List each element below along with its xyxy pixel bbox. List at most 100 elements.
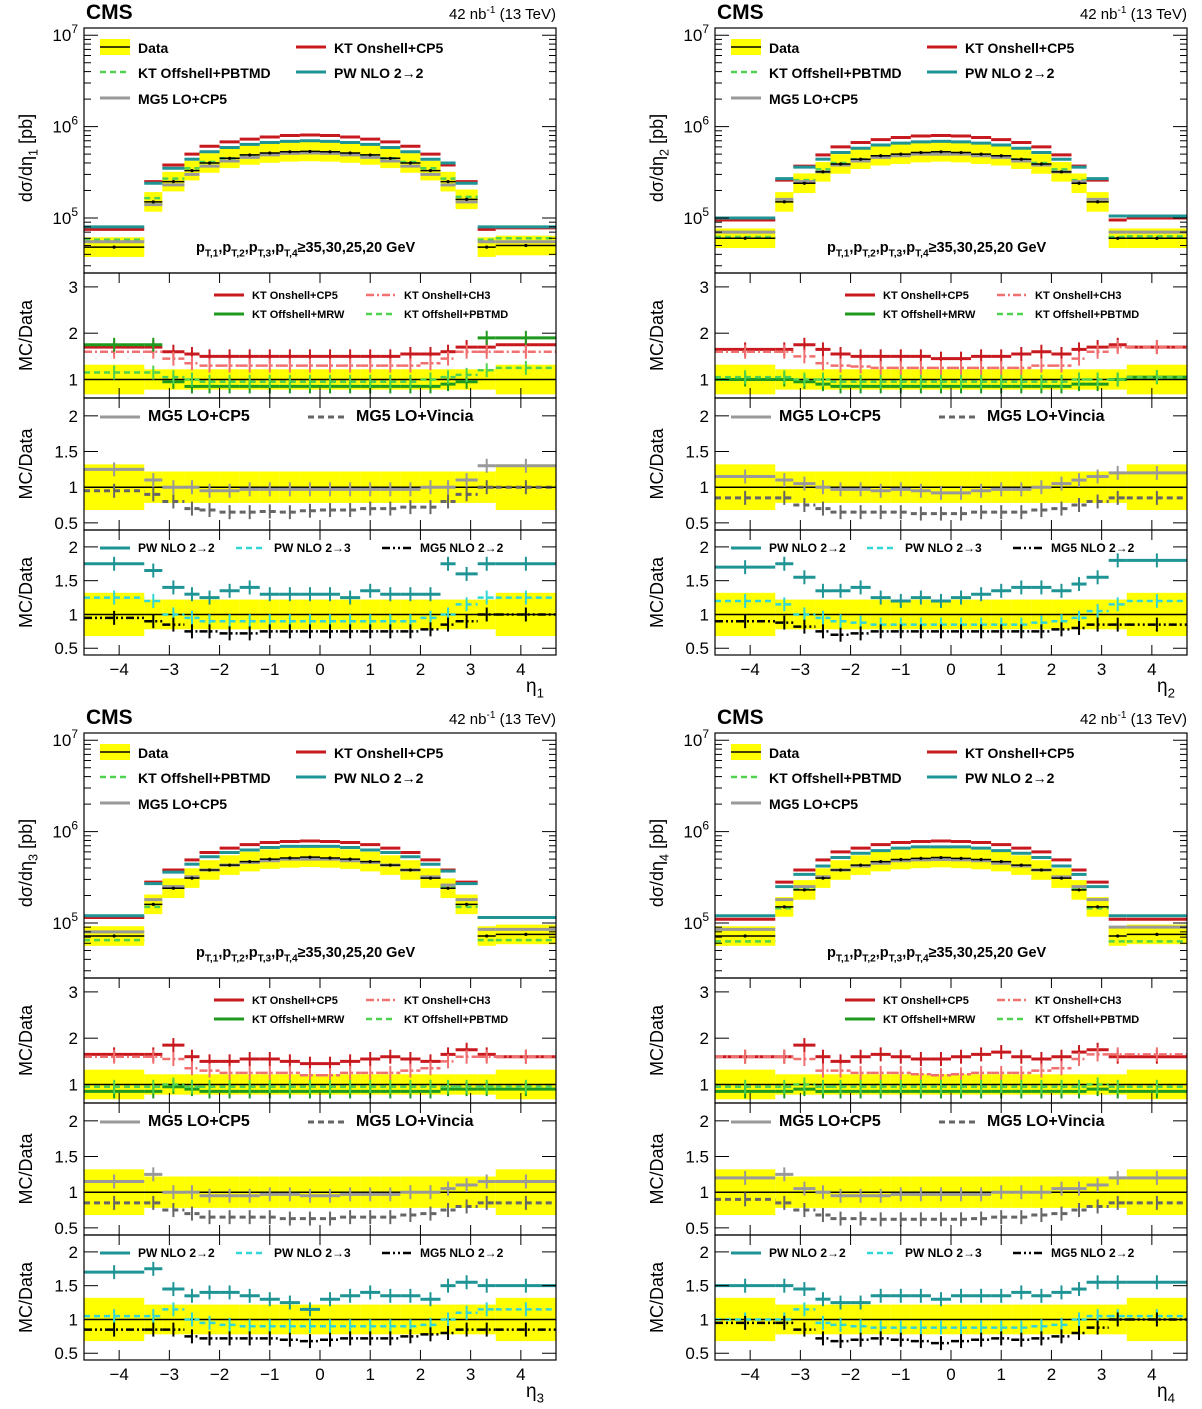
- y-tick-label: 0.5: [685, 514, 709, 533]
- legend-label: KT Offshell+PBTMD: [404, 309, 508, 321]
- legend-label: MG5 LO+CP5: [769, 91, 858, 107]
- data-point: [328, 856, 332, 860]
- y-tick-label: 2: [700, 538, 709, 557]
- x-tick-label: 3: [1097, 660, 1106, 679]
- x-tick-label: −3: [160, 660, 179, 679]
- data-point: [802, 888, 806, 892]
- y-axis-label: dσ/dη4​ [pb]: [647, 819, 671, 907]
- legend-item-kt-onshell-cp5: KT Onshell+CP5: [927, 40, 1075, 56]
- ratio-legend-item: MG5 NLO 2→2: [382, 541, 504, 555]
- data-point: [428, 169, 433, 173]
- y-tick-label: 1: [69, 478, 78, 497]
- legend-item-mg5-lo-cp5: MG5 LO+CP5: [731, 796, 858, 812]
- legend-label: KT Offshell+MRW: [252, 309, 345, 321]
- data-point: [959, 150, 963, 155]
- legend-label: MG5 LO+CP5: [779, 1113, 881, 1130]
- y-tick-label: 105: [683, 205, 709, 228]
- ratio-legend-item: MG5 NLO 2→2: [1013, 541, 1135, 555]
- legend-item-data: Data: [731, 744, 800, 761]
- ratio-series-mg5-lo-cp5: [715, 1167, 1187, 1203]
- series-data: [715, 855, 1187, 938]
- y-tick-label: 1: [700, 605, 709, 624]
- lumi-exponent: -1: [1118, 710, 1127, 721]
- y-tick-label: 1.5: [54, 443, 78, 462]
- x-tick-label: 3: [466, 1365, 475, 1384]
- data-point: [782, 200, 786, 204]
- legend-item-data: Data: [731, 39, 800, 56]
- ratio-y-label: MC/Data: [647, 428, 667, 500]
- data-point: [743, 934, 747, 938]
- y-tick-label: 2: [69, 324, 78, 343]
- data-point: [939, 150, 943, 154]
- ratio-legend-item: KT Offshell+MRW: [845, 1014, 976, 1026]
- data-point: [743, 236, 747, 240]
- ratio-series-kt-onshell-cp5: [84, 1038, 556, 1071]
- data-point: [879, 154, 883, 158]
- data-point: [190, 876, 194, 880]
- y-tick-label: 2: [700, 407, 709, 426]
- ratio-y-label: MC/Data: [16, 1261, 36, 1333]
- series-pw-nlo-2-2: [715, 139, 1187, 220]
- legend-label: PW NLO 2→2: [769, 1246, 846, 1260]
- data-point: [899, 857, 903, 862]
- legend-label: MG5 LO+Vincia: [987, 408, 1105, 425]
- ratio-series-pw-nlo-2-3: [715, 1302, 1187, 1335]
- y-axis-label: dσ/dη1​ [pb]: [16, 114, 40, 202]
- x-tick-label: −1: [891, 1365, 910, 1384]
- legend-label: KT Onshell+CH3: [404, 995, 491, 1007]
- legend-label: KT Onshell+CP5: [252, 290, 338, 302]
- x-tick-label: 3: [1097, 1365, 1106, 1384]
- y-tick-label: 106: [683, 819, 709, 842]
- data-point: [821, 170, 825, 174]
- data-point: [248, 859, 252, 864]
- ratio-series-kt-onshell-ch3: [84, 1049, 556, 1083]
- ratio-legend-item: KT Offshell+MRW: [214, 1014, 345, 1026]
- data-point: [524, 243, 528, 248]
- x-tick-label: −1: [260, 660, 279, 679]
- x-tick-label: 2: [1047, 660, 1056, 679]
- x-tick-label: −2: [841, 660, 860, 679]
- legend-label: PW NLO 2→3: [274, 1246, 351, 1260]
- main-panel: 105 106 107 dσ/dη2​ [pb] Data KT Onshell+CP5 K…: [647, 22, 1188, 274]
- ratio-y-label: MC/Data: [647, 299, 667, 371]
- ratio-legend-item: MG5 LO+Vincia: [939, 1113, 1105, 1130]
- y-tick-label: 2: [700, 1243, 709, 1262]
- y-tick-label: 0.5: [54, 514, 78, 533]
- ratio-legend-item: MG5 LO+CP5: [731, 408, 881, 425]
- legend-item-pw-nlo-2-2: PW NLO 2→2: [296, 65, 424, 81]
- ratio-panel-pw: 0.5 1 1.5 2 MC/Data PW NLO 2→2 PW NLO 2→3 MG5 N…: [16, 1234, 557, 1363]
- ratio-series-mg5-lo-vincia: [84, 1195, 556, 1226]
- x-tick-label: 4: [1147, 1365, 1156, 1384]
- ratio-legend-item: MG5 LO+Vincia: [308, 1113, 474, 1130]
- legend-label: PW NLO 2→2: [965, 65, 1055, 81]
- series-data: [715, 150, 1187, 240]
- x-tick-label: 1: [996, 660, 1005, 679]
- data-point: [151, 902, 155, 906]
- ratio-legend-item: KT Onshell+CH3: [997, 290, 1122, 302]
- ratio-legend-item: MG5 NLO 2→2: [382, 1246, 504, 1260]
- data-point: [999, 154, 1003, 158]
- data-point: [228, 156, 232, 160]
- y-tick-label: 107: [52, 22, 78, 45]
- legend-label: KT Offshell+MRW: [252, 1014, 345, 1026]
- x-tick-label: 1: [996, 1365, 1005, 1384]
- cms-label: CMS: [86, 1, 133, 24]
- y-tick-label: 1.5: [54, 1148, 78, 1167]
- ratio-legend-item: PW NLO 2→2: [100, 1246, 215, 1260]
- energy-label: (13 TeV): [495, 6, 556, 23]
- x-tick-label: 1: [365, 660, 374, 679]
- panel-eta3: CMS 42 nb-1 (13 TeV) 105 106 107 dσ/dη3​ [pb]…: [16, 706, 557, 1406]
- y-tick-label: 1.5: [685, 1148, 709, 1167]
- legend-item-mg5-lo-cp5: MG5 LO+CP5: [100, 91, 227, 107]
- legend-item-kt-offshell-pbtmd: KT Offshell+PBTMD: [100, 65, 271, 81]
- ratio-series-mg5-lo-vincia: [715, 1192, 1187, 1227]
- y-tick-label: 1.5: [54, 1277, 78, 1296]
- legend-label: PW NLO 2→3: [905, 1246, 982, 1260]
- legend-label: KT Onshell+CP5: [334, 40, 444, 56]
- data-point: [446, 886, 450, 890]
- data-point: [268, 151, 272, 155]
- lumi-exponent: -1: [487, 710, 496, 721]
- ratio-panel-mg5: 0.5 1 1.5 2 MC/Data MG5 LO+CP5 MG5 LO+Vincia: [647, 1102, 1188, 1238]
- ratio-y-label: MC/Data: [647, 556, 667, 628]
